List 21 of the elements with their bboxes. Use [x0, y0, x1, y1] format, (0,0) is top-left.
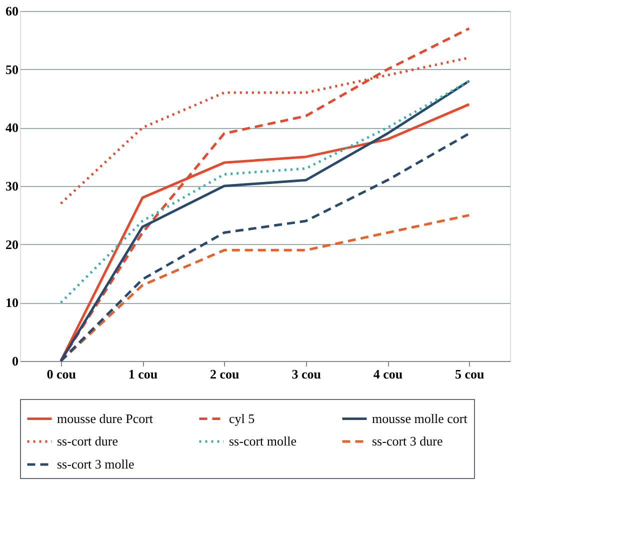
legend-label: ss-cort 3 dure — [372, 434, 443, 448]
y-tick-label: 50 — [6, 62, 18, 77]
legend-label: ss-cort 3 molle — [57, 456, 134, 472]
x-tick-label: 3 cou — [292, 366, 321, 382]
x-tick-label: 1 cou — [128, 366, 158, 382]
legend-label: ss-cort dure — [57, 434, 118, 448]
y-tick-label: 20 — [6, 236, 18, 252]
x-tick-label: 2 cou — [210, 366, 240, 382]
y-tick-label: 30 — [6, 178, 18, 194]
x-tick-label: 4 cou — [373, 366, 403, 382]
y-tick-label: 60 — [6, 4, 18, 18]
y-tick-label: 0 — [12, 354, 18, 368]
legend-label: mousse molle cort — [372, 410, 468, 426]
y-tick-label: 40 — [6, 120, 18, 136]
legend-label: mousse dure Pcort — [57, 410, 154, 426]
y-tick-label: 10 — [6, 295, 18, 310]
x-tick-label: 5 cou — [455, 366, 484, 382]
legend-label: cyl 5 — [229, 410, 255, 426]
legend-label: ss-cort molle — [229, 434, 297, 448]
line-series — [60, 80, 470, 304]
x-tick-label: 0 cou — [46, 366, 76, 382]
